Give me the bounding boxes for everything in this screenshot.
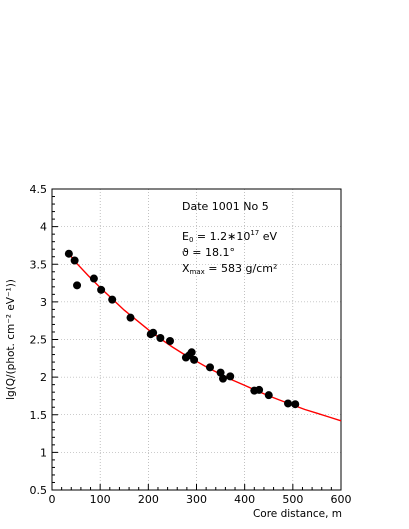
y-tick-label: 2 (40, 371, 47, 384)
energy-exponent: 17 (250, 229, 259, 237)
energy-subscript: 0 (189, 236, 193, 244)
data-points (64, 249, 300, 409)
x-tick-labels: 0 100 200 300 400 500 600 (49, 493, 352, 506)
y-tick-labels: 0.5 1 1.5 2 2.5 3 3.5 4 4.5 (30, 183, 48, 497)
xmax-symbol: X (182, 262, 190, 275)
y-tick-label: 3.5 (30, 258, 48, 271)
data-point (218, 374, 227, 383)
y-tick-label: 4.5 (30, 183, 48, 196)
data-point (156, 333, 165, 342)
data-point (70, 256, 79, 265)
annotation-theta: ϑ = 18.1° (182, 246, 235, 259)
xmax-value: = 583 g/cm² (205, 262, 278, 275)
x-tick-label: 600 (331, 493, 352, 506)
y-tick-label: 3 (40, 296, 47, 309)
data-point (149, 328, 158, 337)
annotation-energy: E0 = 1.2∗1017 eV (182, 229, 278, 244)
data-point (264, 391, 273, 400)
y-tick-label: 4 (40, 221, 47, 234)
energy-value: = 1.2∗10 (193, 230, 250, 243)
y-tick-label: 1 (40, 446, 47, 459)
y-tick-label: 1.5 (30, 409, 48, 422)
data-point (284, 399, 293, 408)
y-axis-label: lg(Q/(phot. cm⁻² eV⁻¹)) (5, 279, 17, 400)
y-tick-label: 0.5 (30, 484, 48, 497)
data-point (187, 348, 196, 357)
x-tick-label: 200 (138, 493, 159, 506)
x-tick-label: 300 (186, 493, 207, 506)
fit-curve (68, 253, 342, 422)
x-tick-label: 0 (49, 493, 56, 506)
data-point (216, 368, 225, 377)
data-point (166, 337, 175, 346)
data-point (126, 313, 135, 322)
grid (52, 189, 341, 490)
data-point (108, 295, 117, 304)
data-point (255, 385, 264, 394)
x-axis-label: Core distance, m (253, 508, 342, 520)
data-point (226, 372, 235, 381)
energy-unit: eV (259, 230, 277, 243)
x-tick-label: 500 (282, 493, 303, 506)
annotation-xmax: Xmax = 583 g/cm² (182, 262, 277, 276)
y-tick-label: 2.5 (30, 334, 48, 347)
data-point (89, 274, 98, 283)
data-point (205, 363, 214, 372)
data-point (291, 400, 300, 409)
xmax-subscript: max (190, 268, 205, 276)
axis-ticks (51, 188, 342, 491)
x-tick-label: 400 (234, 493, 255, 506)
data-point (190, 355, 199, 364)
energy-symbol: E (182, 230, 189, 243)
data-point (97, 285, 106, 294)
annotation-date: Date 1001 No 5 (182, 200, 269, 213)
annotation-box: Date 1001 No 5 E0 = 1.2∗1017 eV ϑ = 18.1… (182, 200, 278, 276)
data-point (64, 249, 73, 258)
data-point (73, 281, 82, 290)
x-tick-label: 100 (90, 493, 111, 506)
